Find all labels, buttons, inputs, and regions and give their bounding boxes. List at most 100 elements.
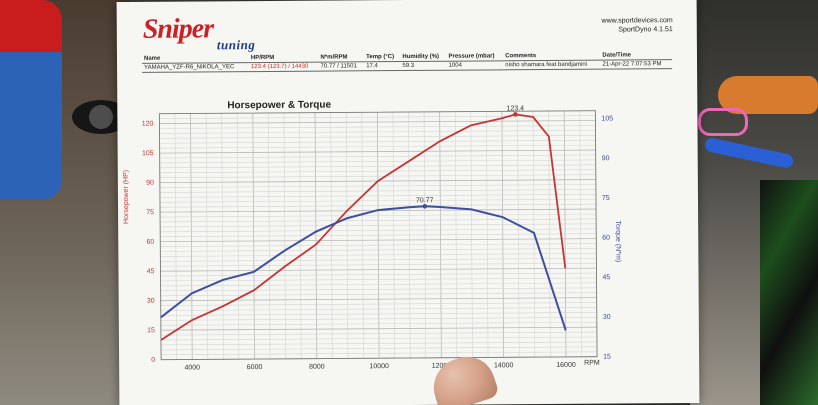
run-nm-rpm: 70.77 / 11501: [318, 61, 365, 72]
grid-horizontal: [159, 198, 596, 203]
grid-horizontal: [159, 194, 596, 198]
right-axis-title: Torque (N*m): [614, 221, 621, 263]
orange-device: [718, 76, 818, 114]
brand-sub-text: tuning: [216, 37, 256, 53]
right-tick-label: 90: [602, 155, 610, 162]
chart-title: Horsepower & Torque: [227, 100, 331, 112]
x-tick-label: 4000: [184, 364, 200, 371]
grid-horizontal: [161, 346, 598, 351]
x-tick-label: 6000: [247, 364, 263, 371]
grid-horizontal: [160, 282, 597, 287]
horsepower-peak-label: 123.4: [507, 105, 525, 112]
grid-horizontal: [160, 321, 597, 326]
run-pressure: 1004: [446, 60, 504, 71]
right-tick-label: 60: [602, 235, 610, 242]
grid-horizontal: [159, 164, 596, 169]
run-date-time: 21-Apr-22 7:07:53 PM: [600, 59, 673, 70]
horsepower-torque-chart: Horsepower & Torque 0153045607590105120 …: [123, 100, 622, 372]
grid-horizontal: [160, 213, 597, 218]
grid-horizontal: [160, 331, 597, 336]
left-tick-label: 30: [147, 298, 155, 305]
grid-horizontal: [160, 203, 597, 208]
x-tick-label: 8000: [309, 364, 325, 371]
grid-horizontal: [160, 248, 597, 252]
run-comments: nisho shamara feat bandjamini: [503, 60, 601, 70]
grid-horizontal: [159, 149, 596, 154]
labels-layer: 123.4 70.77: [416, 105, 525, 204]
col-nm-rpm: N*m/RPM: [320, 54, 348, 61]
grid-horizontal: [160, 218, 597, 223]
left-tick-label: 60: [146, 239, 154, 246]
series-layer: [160, 112, 567, 341]
grid-horizontal: [160, 317, 597, 321]
grid-layer: [158, 110, 598, 361]
grid-horizontal: [159, 174, 596, 178]
grid-horizontal: [160, 312, 597, 316]
chip-can: [0, 0, 62, 200]
left-axis-title: Horsepower (HP): [123, 170, 130, 224]
torque-peak-label: 70.77: [416, 197, 434, 204]
run-temp: 17.4: [364, 61, 401, 71]
green-mat: [760, 180, 818, 405]
horsepower-point: [513, 112, 518, 117]
grid-horizontal: [160, 257, 597, 262]
grid-horizontal: [159, 130, 596, 134]
horsepower-line: [160, 113, 567, 341]
grid-horizontal: [160, 272, 597, 277]
grid-horizontal: [160, 287, 597, 292]
right-tick-label: 105: [601, 116, 613, 123]
brand-main-text: Sniper: [142, 13, 214, 45]
right-tick-label: 45: [603, 274, 611, 281]
software-version: SportDyno 4.1.51: [618, 26, 673, 34]
left-tick-label: 90: [146, 180, 154, 187]
grid-horizontal: [160, 228, 597, 233]
right-axis-layer: 15 30 45 60 75 90 105: [601, 116, 613, 361]
grid-horizontal: [159, 134, 596, 139]
grid-horizontal: [159, 139, 596, 144]
grid-horizontal: [160, 262, 597, 267]
x-tick-label: 14000: [494, 362, 514, 369]
grid-horizontal: [160, 326, 597, 331]
grid-horizontal: [159, 144, 596, 149]
grid-horizontal: [159, 125, 596, 129]
x-tick-label: 10000: [369, 363, 389, 370]
grid-horizontal: [159, 189, 596, 193]
left-tick-label: 45: [147, 268, 155, 275]
grid-horizontal: [160, 243, 597, 247]
right-tick-label: 30: [603, 314, 611, 321]
grid-horizontal: [159, 159, 596, 164]
run-hp-rpm: 123.4 (123.7) / 14430: [248, 62, 319, 72]
grid-horizontal: [160, 238, 597, 243]
grid-horizontal: [160, 233, 597, 238]
grid-horizontal: [159, 184, 596, 188]
run-name: YAMAHA_YZF-R6_NIKOLA_YEC: [142, 62, 249, 73]
left-tick-label: 0: [151, 357, 155, 364]
grid-horizontal: [160, 267, 597, 272]
brand-logo: Sniper tuning: [139, 13, 289, 53]
left-tick-label: 105: [142, 150, 154, 157]
grid-horizontal: [160, 307, 597, 311]
grid-horizontal: [159, 120, 596, 124]
torque-point: [422, 204, 428, 209]
right-tick-label: 75: [602, 195, 610, 202]
grid-horizontal: [159, 154, 596, 159]
grid-horizontal: [161, 351, 598, 356]
site-info: www.sportdevices.com SportDyno 4.1.51: [602, 16, 673, 34]
grid-horizontal: [160, 223, 597, 228]
left-axis-layer: 0 15 30 45 60 75 90 105 120: [142, 121, 155, 364]
x-axis-layer: 40006000800010000120001400016000: [184, 362, 575, 372]
run-info-table: Name HP/RPM N*m/RPM Temp (°C) Humidity (…: [142, 51, 673, 73]
plot-border: [158, 110, 598, 361]
dyno-sheet: Sniper tuning www.sportdevices.com Sport…: [116, 0, 700, 405]
run-humidity: 59.3: [400, 61, 447, 71]
left-tick-label: 15: [147, 327, 155, 334]
right-tick-label: 15: [603, 354, 611, 361]
x-tick-label: 16000: [556, 362, 576, 369]
grid-horizontal: [159, 169, 596, 174]
pink-cable: [698, 108, 748, 136]
col-temp: Temp (°C): [366, 54, 395, 61]
grid-horizontal: [160, 302, 597, 306]
grid-horizontal: [160, 277, 597, 282]
x-axis-title: RPM: [584, 360, 600, 367]
